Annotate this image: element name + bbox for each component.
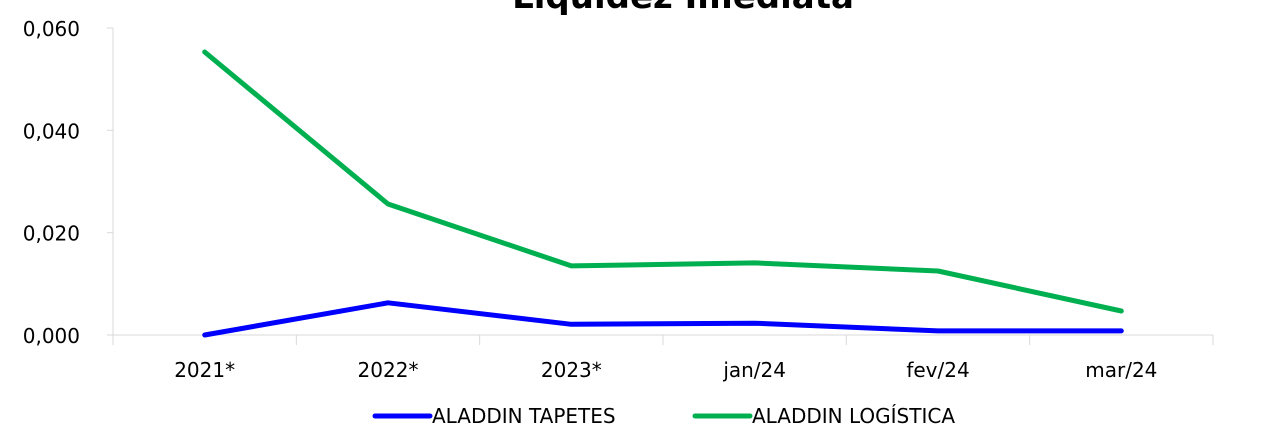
x-tick-label: 2023*	[541, 358, 602, 382]
line-series	[202, 49, 1124, 314]
y-tick-label: 0,060	[23, 17, 80, 41]
y-tick-label: 0,040	[23, 119, 80, 143]
chart-title: Liquidez Imediata	[512, 0, 854, 17]
legend-label: ALADDIN LOGÍSTICA	[752, 404, 955, 428]
x-tick-label: 2022*	[358, 358, 419, 382]
x-tick-label: jan/24	[722, 358, 786, 382]
x-tick-label: fev/24	[906, 358, 969, 382]
x-tick-label: mar/24	[1085, 358, 1157, 382]
x-tick-label: 2021*	[174, 358, 235, 382]
y-tick-label: 0,000	[23, 324, 80, 348]
line-series	[202, 300, 1124, 338]
legend-label: ALADDIN TAPETES	[432, 404, 616, 428]
y-tick-label: 0,020	[23, 222, 80, 246]
